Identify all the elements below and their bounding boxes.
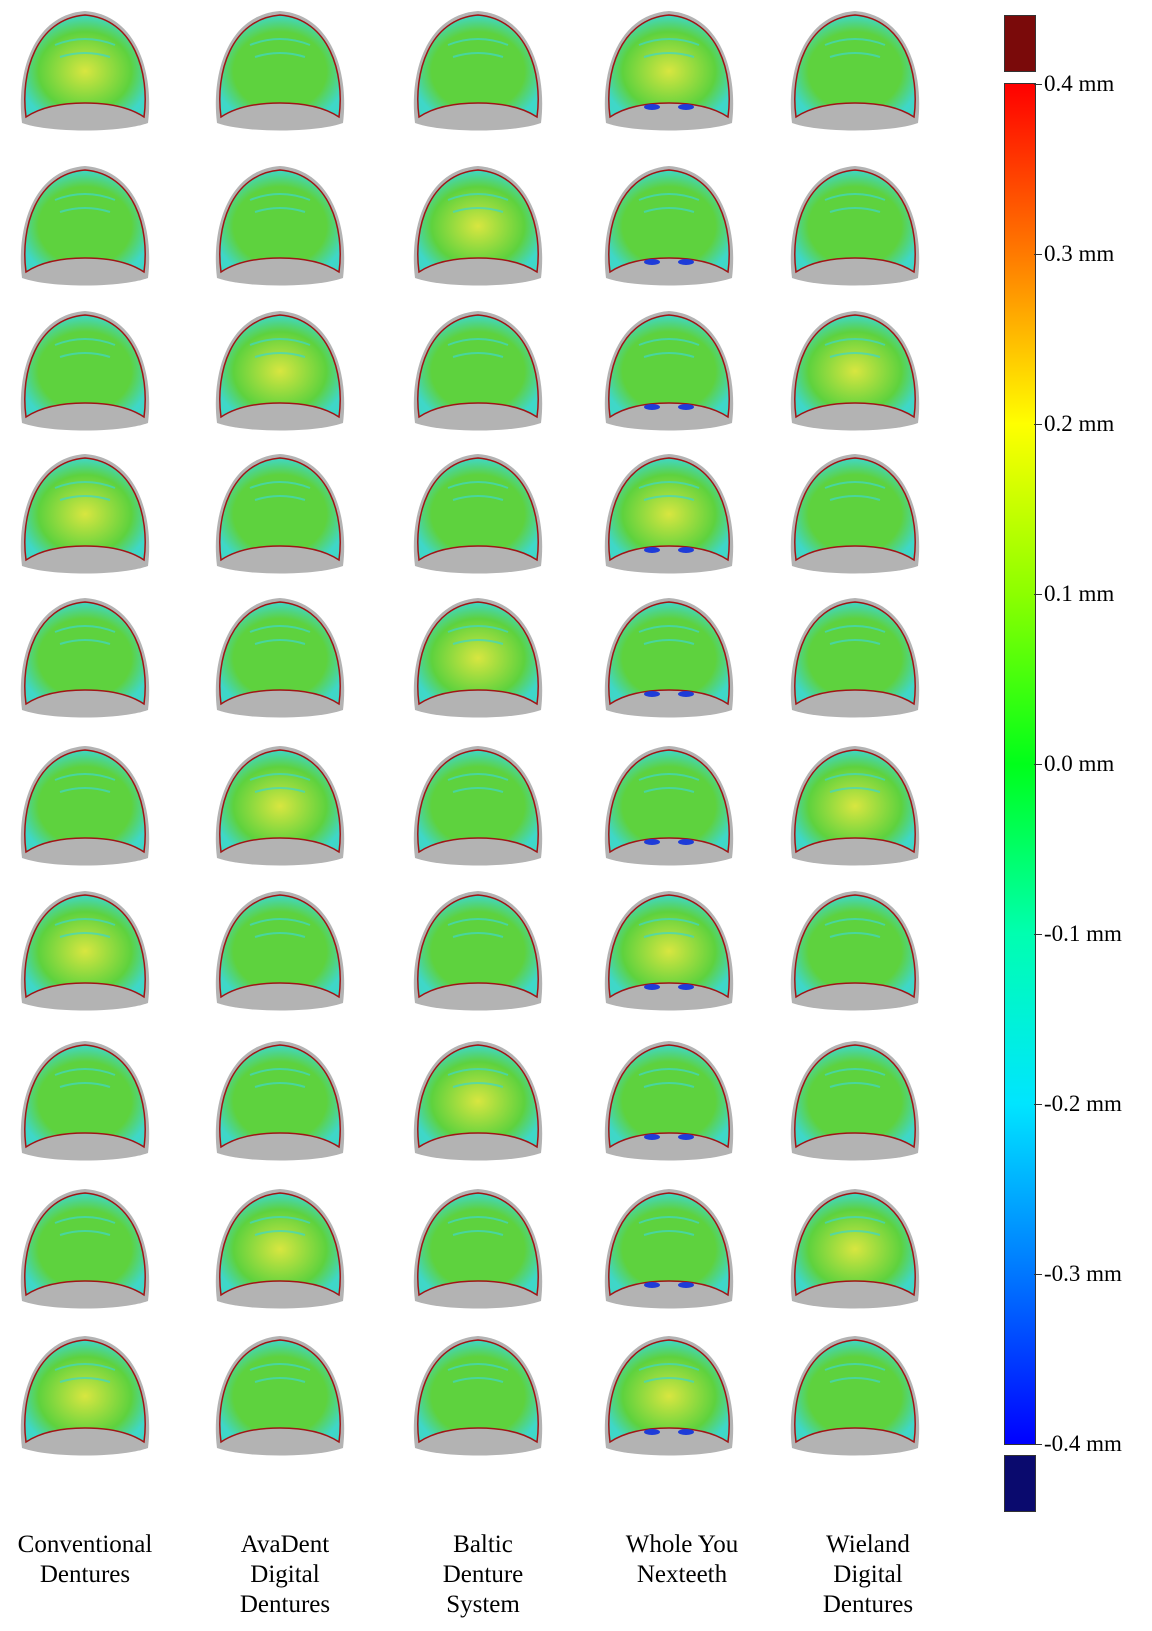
deviation-map-r5-c5	[780, 592, 930, 722]
deviation-map-r2-c3	[403, 160, 553, 290]
color-gradient-bar	[1004, 83, 1036, 1445]
deviation-map-r7-c2	[205, 885, 355, 1015]
deviation-map-r6-c5	[780, 740, 930, 870]
deviation-map-r4-c3	[403, 448, 553, 578]
deviation-map-r1-c4	[594, 5, 744, 135]
over-range-swatch	[1004, 15, 1036, 72]
deviation-map-r9-c3	[403, 1183, 553, 1313]
column-label-whole-you: Whole You Nexteeth	[625, 1531, 739, 1588]
deviation-map-r1-c2	[205, 5, 355, 135]
deviation-map-r9-c4	[594, 1183, 744, 1313]
deviation-map-r8-c1	[10, 1035, 160, 1165]
deviation-map-grid	[10, 5, 930, 1460]
deviation-map-r4-c4	[594, 448, 744, 578]
deviation-map-r5-c2	[205, 592, 355, 722]
scale-tick-mark	[1034, 1274, 1042, 1275]
deviation-map-r3-c2	[205, 305, 355, 435]
deviation-map-r7-c1	[10, 885, 160, 1015]
deviation-map-r10-c5	[780, 1330, 930, 1460]
column-label-conventional: Conventional Dentures	[17, 1531, 153, 1588]
scale-tick-label: -0.3 mm	[1044, 1261, 1122, 1286]
deviation-map-r7-c5	[780, 885, 930, 1015]
deviation-map-r3-c4	[594, 305, 744, 435]
deviation-map-r9-c2	[205, 1183, 355, 1313]
deviation-map-r2-c2	[205, 160, 355, 290]
deviation-map-r2-c4	[594, 160, 744, 290]
deviation-map-r1-c3	[403, 5, 553, 135]
scale-tick-label: 0.0 mm	[1044, 751, 1115, 776]
scale-tick-mark	[1034, 254, 1042, 255]
deviation-map-r4-c2	[205, 448, 355, 578]
scale-tick-label: 0.2 mm	[1044, 411, 1115, 436]
scale-tick-mark	[1034, 934, 1042, 935]
deviation-map-r10-c4	[594, 1330, 744, 1460]
scale-tick-label: 0.1 mm	[1044, 581, 1115, 606]
deviation-map-r5-c1	[10, 592, 160, 722]
scale-tick-mark	[1034, 1444, 1042, 1445]
scale-tick-label: -0.2 mm	[1044, 1091, 1122, 1116]
deviation-map-r4-c1	[10, 448, 160, 578]
deviation-map-r5-c3	[403, 592, 553, 722]
column-label-wieland: Wieland Digital Dentures	[822, 1531, 914, 1618]
deviation-map-r2-c5	[780, 160, 930, 290]
column-label-baltic: Baltic Denture System	[442, 1531, 524, 1618]
deviation-map-r3-c5	[780, 305, 930, 435]
deviation-map-r8-c5	[780, 1035, 930, 1165]
deviation-map-r7-c4	[594, 885, 744, 1015]
deviation-map-r7-c3	[403, 885, 553, 1015]
scale-tick-mark	[1034, 764, 1042, 765]
deviation-map-r3-c1	[10, 305, 160, 435]
under-range-swatch	[1004, 1455, 1036, 1512]
deviation-map-r8-c3	[403, 1035, 553, 1165]
scale-tick-mark	[1034, 594, 1042, 595]
scale-tick-label: 0.3 mm	[1044, 241, 1115, 266]
color-scale-legend: 0.4 mm 0.3 mm 0.2 mm 0.1 mm 0.0 mm -0.1 mm -0.…	[1004, 0, 1152, 1540]
deviation-map-r3-c3	[403, 305, 553, 435]
deviation-map-r6-c4	[594, 740, 744, 870]
deviation-map-r1-c1	[10, 5, 160, 135]
scale-tick-mark	[1034, 84, 1042, 85]
scale-tick-label: 0.4 mm	[1044, 71, 1115, 96]
deviation-map-r5-c4	[594, 592, 744, 722]
deviation-map-r6-c1	[10, 740, 160, 870]
deviation-map-r2-c1	[10, 160, 160, 290]
deviation-map-r8-c4	[594, 1035, 744, 1165]
deviation-map-r10-c3	[403, 1330, 553, 1460]
scale-tick-mark	[1034, 424, 1042, 425]
deviation-map-r6-c3	[403, 740, 553, 870]
column-label-avadent: AvaDent Digital Dentures	[239, 1531, 331, 1618]
deviation-map-r4-c5	[780, 448, 930, 578]
deviation-map-r10-c2	[205, 1330, 355, 1460]
deviation-map-r1-c5	[780, 5, 930, 135]
deviation-map-r8-c2	[205, 1035, 355, 1165]
deviation-map-r9-c5	[780, 1183, 930, 1313]
deviation-map-r10-c1	[10, 1330, 160, 1460]
scale-tick-mark	[1034, 1104, 1042, 1105]
deviation-map-r6-c2	[205, 740, 355, 870]
deviation-map-r9-c1	[10, 1183, 160, 1313]
scale-tick-label: -0.1 mm	[1044, 921, 1122, 946]
scale-tick-label: -0.4 mm	[1044, 1431, 1122, 1456]
